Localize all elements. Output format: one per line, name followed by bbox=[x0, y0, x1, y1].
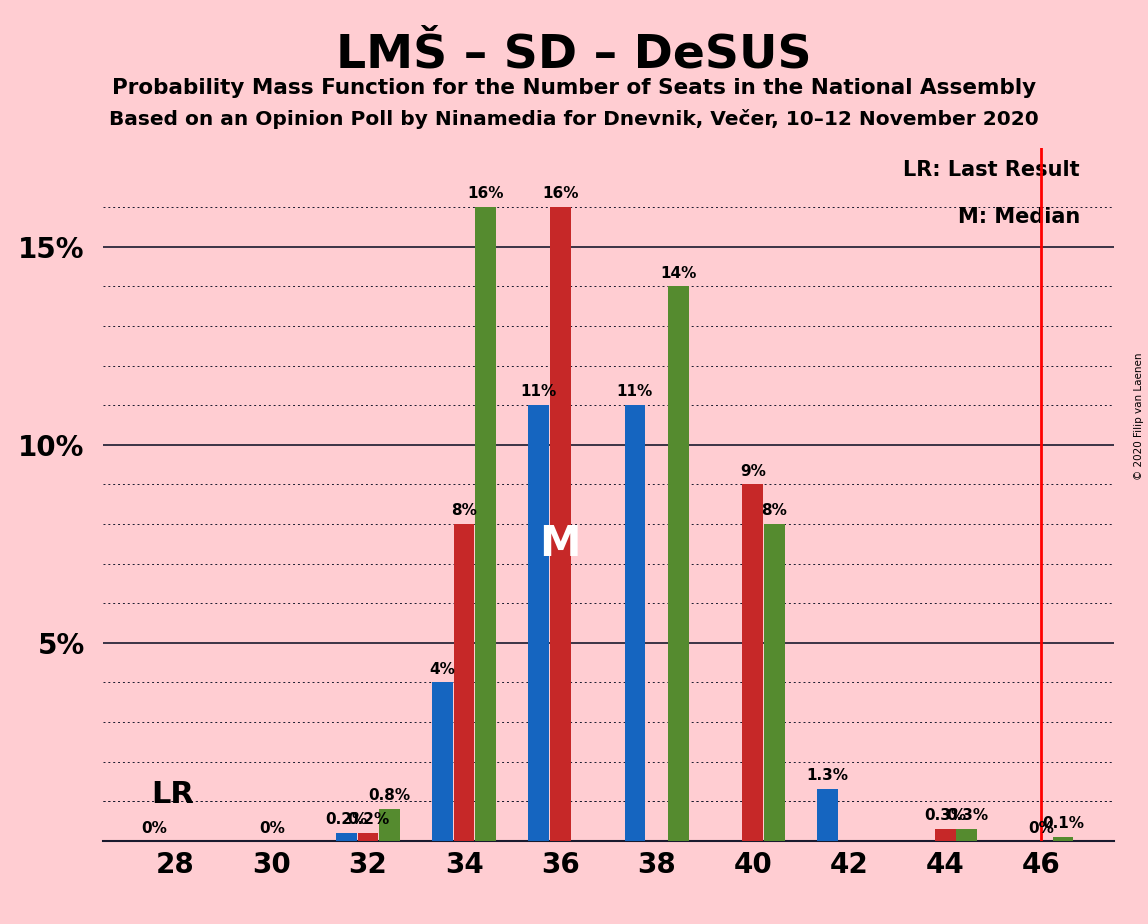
Text: 16%: 16% bbox=[542, 187, 579, 201]
Text: M: Median: M: Median bbox=[957, 207, 1080, 227]
Bar bbox=[336, 833, 357, 841]
Text: © 2020 Filip van Laenen: © 2020 Filip van Laenen bbox=[1134, 352, 1143, 480]
Text: 11%: 11% bbox=[520, 384, 557, 399]
Text: 11%: 11% bbox=[616, 384, 653, 399]
Text: 8%: 8% bbox=[451, 503, 478, 518]
Bar bbox=[765, 524, 785, 841]
Bar bbox=[668, 286, 689, 841]
Text: 1.3%: 1.3% bbox=[806, 769, 848, 784]
Text: 4%: 4% bbox=[429, 662, 456, 676]
Bar bbox=[528, 406, 549, 841]
Text: LMŠ – SD – DeSUS: LMŠ – SD – DeSUS bbox=[336, 32, 812, 78]
Bar bbox=[817, 789, 838, 841]
Text: 0.2%: 0.2% bbox=[347, 812, 389, 827]
Bar bbox=[475, 207, 496, 841]
Bar bbox=[1053, 837, 1073, 841]
Text: 0.1%: 0.1% bbox=[1042, 816, 1084, 831]
Text: 0%: 0% bbox=[1029, 821, 1054, 836]
Bar bbox=[550, 207, 571, 841]
Text: 16%: 16% bbox=[467, 187, 504, 201]
Bar bbox=[453, 524, 474, 841]
Text: LR: LR bbox=[152, 780, 194, 809]
Text: 0%: 0% bbox=[141, 821, 166, 836]
Text: 0.3%: 0.3% bbox=[924, 808, 967, 823]
Text: 0.2%: 0.2% bbox=[325, 812, 367, 827]
Bar bbox=[743, 484, 763, 841]
Text: 0.8%: 0.8% bbox=[369, 788, 411, 803]
Text: Based on an Opinion Poll by Ninamedia for Dnevnik, Večer, 10–12 November 2020: Based on an Opinion Poll by Ninamedia fo… bbox=[109, 109, 1039, 129]
Text: 0%: 0% bbox=[258, 821, 285, 836]
Bar bbox=[934, 829, 955, 841]
Bar bbox=[625, 406, 645, 841]
Text: 14%: 14% bbox=[660, 265, 697, 281]
Bar bbox=[357, 833, 378, 841]
Text: 8%: 8% bbox=[761, 503, 788, 518]
Text: M: M bbox=[540, 523, 581, 565]
Text: LR: Last Result: LR: Last Result bbox=[903, 160, 1080, 180]
Bar bbox=[379, 809, 400, 841]
Text: 0.3%: 0.3% bbox=[946, 808, 988, 823]
Bar bbox=[432, 683, 452, 841]
Text: 9%: 9% bbox=[739, 464, 766, 479]
Text: Probability Mass Function for the Number of Seats in the National Assembly: Probability Mass Function for the Number… bbox=[113, 78, 1035, 98]
Bar bbox=[956, 829, 977, 841]
